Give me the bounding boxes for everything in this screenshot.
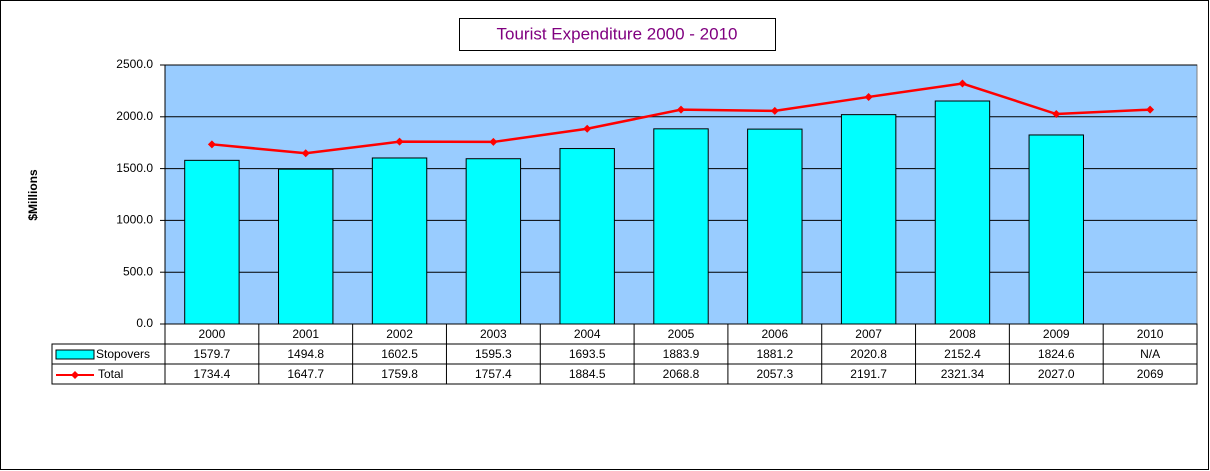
bar — [747, 128, 803, 325]
bar — [465, 158, 522, 325]
table-value: 1647.7 — [287, 367, 324, 381]
bar — [371, 157, 428, 325]
table-value: 2057.3 — [756, 367, 793, 381]
x-tick-label: 2003 — [480, 327, 507, 341]
table-value: 1884.5 — [569, 367, 606, 381]
legend-marker — [71, 371, 79, 379]
bar — [934, 100, 991, 325]
line-marker — [207, 140, 216, 149]
line-marker — [1146, 105, 1155, 114]
table-value: 1881.2 — [756, 347, 793, 361]
table-value: 2191.7 — [850, 367, 887, 381]
table-value: 1595.3 — [475, 347, 512, 361]
line-marker — [958, 79, 967, 88]
table-value: 1494.8 — [287, 347, 324, 361]
line-marker — [677, 105, 685, 114]
table-value: 2152.4 — [944, 347, 981, 361]
x-tick-label: 2007 — [855, 327, 882, 341]
title-box — [459, 18, 776, 51]
y-tick-label: 2500.0 — [116, 57, 153, 71]
line-marker — [301, 149, 310, 158]
table-value: 1693.5 — [569, 347, 606, 361]
legend-label: Stopovers — [96, 347, 150, 361]
table-value: N/A — [1140, 347, 1160, 361]
x-tick-label: 2002 — [386, 327, 413, 341]
legend-label: Total — [98, 367, 123, 381]
table-value: 1759.8 — [381, 367, 418, 381]
line-marker — [864, 92, 873, 101]
line-marker — [395, 137, 404, 146]
table-value: 2069 — [1137, 367, 1164, 381]
y-tick-label: 1000.0 — [116, 213, 153, 227]
table-value: 1602.5 — [381, 347, 418, 361]
y-tick-label: 2000.0 — [116, 109, 153, 123]
y-tick-label: 0.0 — [136, 316, 153, 330]
table-value: 1757.4 — [475, 367, 512, 381]
y-tick-label: 500.0 — [123, 264, 153, 278]
x-tick-label: 2001 — [292, 327, 319, 341]
table-value: 1824.6 — [1038, 347, 1075, 361]
table-value: 2321.34 — [941, 367, 985, 381]
table-value: 2027.0 — [1038, 367, 1075, 381]
line-marker — [583, 124, 592, 133]
y-axis-label: $Millions — [26, 169, 40, 221]
x-tick-label: 2008 — [949, 327, 976, 341]
bar — [1028, 134, 1084, 325]
x-tick-label: 2005 — [668, 327, 695, 341]
table-value: 2068.8 — [663, 367, 700, 381]
table-value: 1883.9 — [663, 347, 700, 361]
x-tick-label: 2004 — [574, 327, 601, 341]
bar — [653, 128, 709, 325]
table-value: 1579.7 — [194, 347, 231, 361]
x-tick-label: 2010 — [1137, 327, 1164, 341]
bar — [278, 168, 334, 325]
line-marker — [1052, 110, 1061, 119]
line-marker — [770, 106, 779, 115]
bar — [184, 159, 240, 325]
x-tick-label: 2009 — [1043, 327, 1070, 341]
table-value: 2020.8 — [850, 347, 887, 361]
legend-swatch — [55, 349, 95, 360]
line-marker — [489, 137, 498, 146]
table-value: 1734.4 — [194, 367, 231, 381]
bar — [559, 148, 615, 325]
y-tick-label: 1500.0 — [116, 161, 153, 175]
chart-title: Tourist Expenditure 2000 - 2010 — [497, 24, 738, 43]
x-tick-label: 2006 — [761, 327, 788, 341]
x-tick-label: 2000 — [199, 327, 226, 341]
bar — [840, 114, 897, 325]
